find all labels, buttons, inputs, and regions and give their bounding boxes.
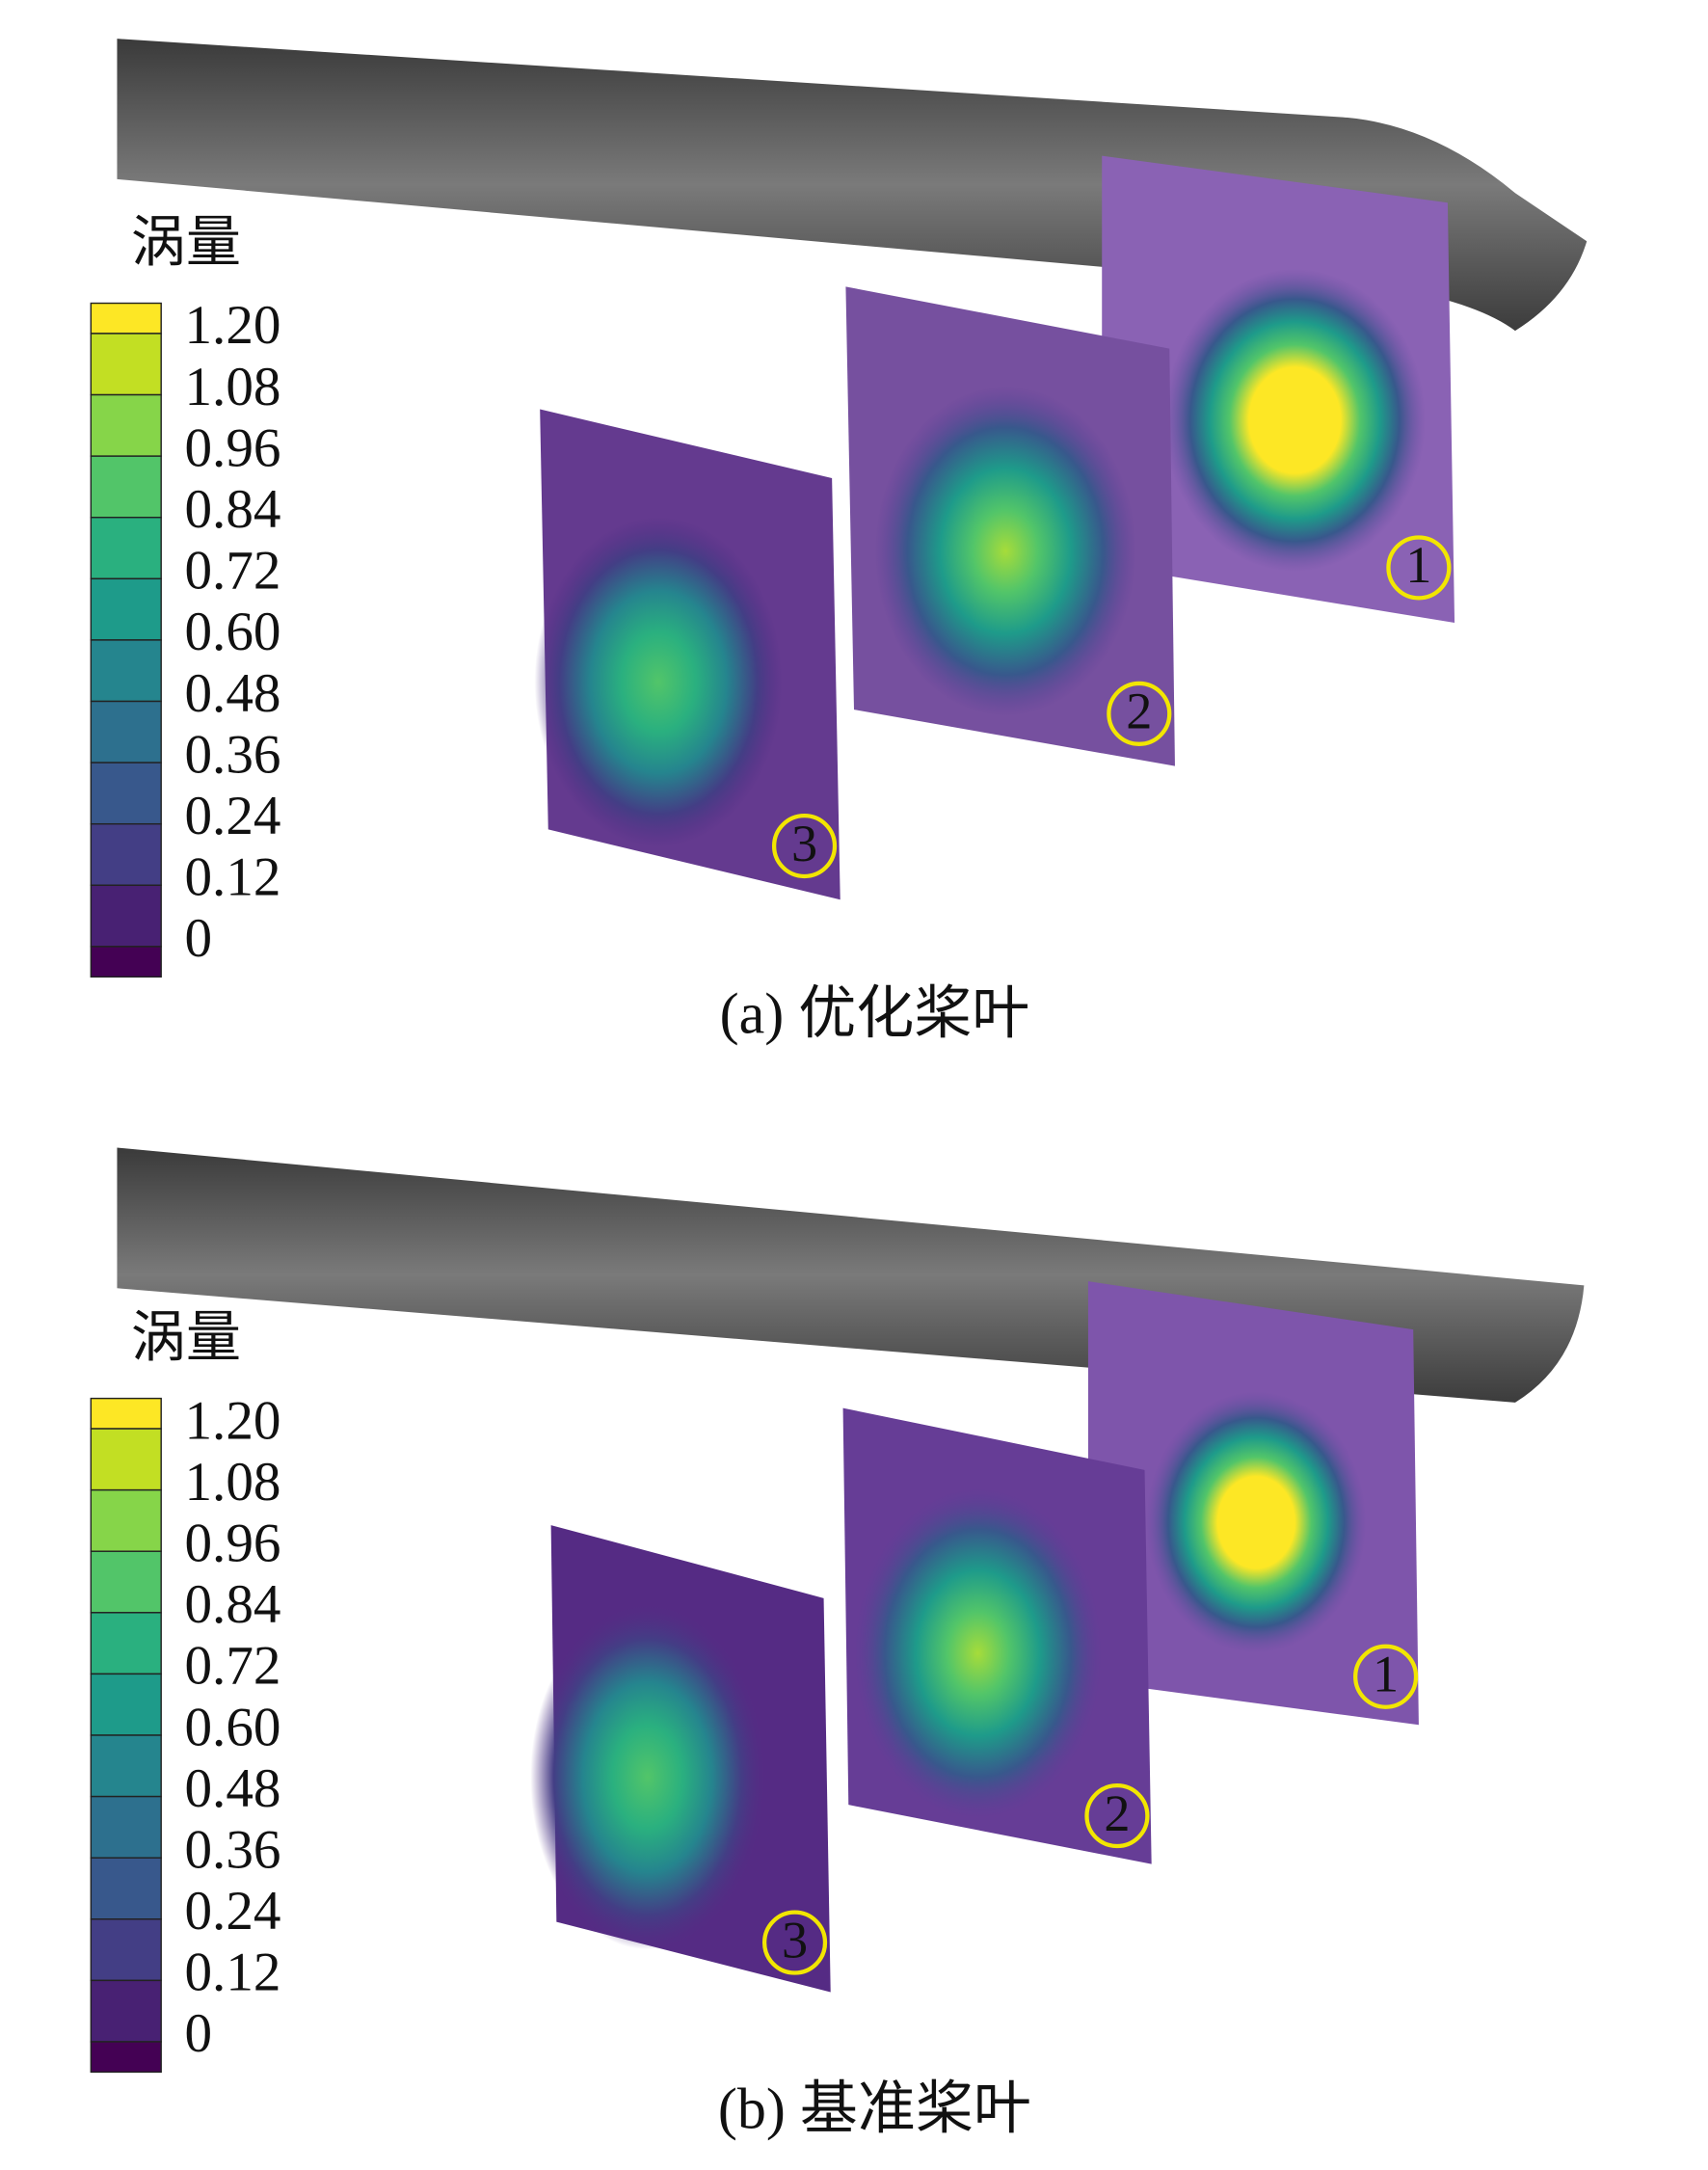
colorbar-label: 1.08 xyxy=(184,1452,280,1513)
colorbar-band xyxy=(90,1795,162,1859)
vortex-contour xyxy=(1145,1391,1367,1653)
colorbar-band xyxy=(90,1428,162,1491)
plane-label: 1 xyxy=(1405,536,1431,594)
colorbar-label: 1.20 xyxy=(184,1390,280,1451)
colorbar-band xyxy=(90,1397,162,1430)
colorbar-label: 0.24 xyxy=(184,1881,280,1942)
plane-label: 3 xyxy=(782,1911,808,1969)
colorbar-label: 0.84 xyxy=(184,1574,280,1635)
colorbar-band xyxy=(90,577,162,641)
colorbar-label: 0.72 xyxy=(184,541,280,602)
caption: (a) 优化桨叶 xyxy=(720,981,1030,1045)
colorbar-band xyxy=(90,1612,162,1675)
vortex-contour xyxy=(854,1487,1103,1819)
plane-marker xyxy=(1107,681,1172,746)
colorbar-band xyxy=(90,884,162,948)
colorbar-label: 0.60 xyxy=(184,602,280,662)
plane-label: 3 xyxy=(791,815,817,872)
colorbar-label: 0.36 xyxy=(184,1819,280,1880)
colorbar-band xyxy=(90,1979,162,2043)
plane-marker xyxy=(771,813,838,879)
colorbar-band xyxy=(90,455,162,519)
colorbar-label: 0.84 xyxy=(184,479,280,540)
colorbar-band xyxy=(90,1734,162,1798)
colorbar-label: 0 xyxy=(184,2003,212,2064)
plane-marker xyxy=(761,1910,828,1975)
colorbar-band xyxy=(90,2041,162,2074)
colorbar-label: 0 xyxy=(184,908,212,969)
plane-label: 2 xyxy=(1104,1784,1130,1842)
colorbar-label: 1.08 xyxy=(184,357,280,417)
colorbar-label: 0.12 xyxy=(184,847,280,908)
colorbar-band xyxy=(90,1488,162,1552)
colorbar-band xyxy=(90,762,162,825)
vortex-contour xyxy=(534,517,783,847)
vortex-contour xyxy=(874,386,1136,717)
colorbar-title: 涡量 xyxy=(131,212,241,273)
caption: (b) 基准桨叶 xyxy=(718,2076,1031,2140)
colorbar-band xyxy=(90,333,162,396)
plane-marker xyxy=(1353,1644,1419,1709)
colorbar-label: 0.12 xyxy=(184,1942,280,2003)
plane-marker xyxy=(1084,1783,1150,1849)
colorbar-band xyxy=(90,1550,162,1614)
colorbar-band xyxy=(90,822,162,887)
colorbar-band xyxy=(90,1673,162,1736)
colorbar-band xyxy=(90,302,162,335)
vortex-contour xyxy=(1163,268,1427,573)
colorbar-label: 0.48 xyxy=(184,663,280,724)
colorbar-label: 0.24 xyxy=(184,786,280,846)
plane-label: 1 xyxy=(1373,1646,1399,1703)
colorbar-band xyxy=(90,700,162,764)
colorbar-band xyxy=(90,639,162,703)
colorbar-band xyxy=(90,517,162,580)
colorbar-label: 0.72 xyxy=(184,1636,280,1697)
colorbar-label: 1.20 xyxy=(184,295,280,356)
plane-marker xyxy=(1386,535,1452,601)
colorbar-title: 涡量 xyxy=(131,1308,241,1369)
vortex-contour xyxy=(530,1604,765,1950)
colorbar-band xyxy=(90,1918,162,1982)
colorbar-label: 0.96 xyxy=(184,417,280,478)
colorbar-label: 0.96 xyxy=(184,1513,280,1573)
plane-label: 2 xyxy=(1126,683,1152,740)
colorbar-band xyxy=(90,1857,162,1920)
colorbar-band xyxy=(90,946,162,978)
colorbar-band xyxy=(90,393,162,457)
colorbar-label: 0.60 xyxy=(184,1697,280,1757)
colorbar-label: 0.48 xyxy=(184,1758,280,1819)
colorbar-label: 0.36 xyxy=(184,724,280,785)
